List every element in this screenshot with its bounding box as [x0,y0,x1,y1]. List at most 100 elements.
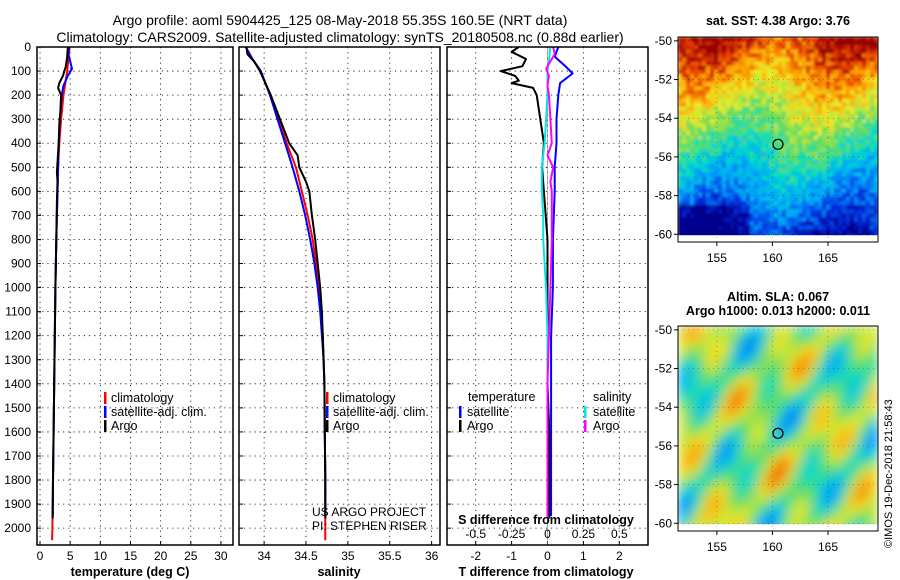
sla-cell [682,395,687,401]
sla-cell [698,420,703,425]
sla-cell [686,420,691,425]
sst-cell [870,37,875,42]
sst-cell [870,53,875,59]
sst-cell [702,49,707,54]
sst-cell [834,57,839,63]
sst-cell [854,172,859,177]
sla-cell [682,383,687,389]
sla-cell [854,383,859,389]
sst-cell [682,82,687,87]
sst-cell [802,164,807,169]
sla-cell [838,502,843,507]
sla-cell [774,379,779,384]
sst-cell [678,164,683,169]
sst-cell [786,205,791,210]
sst-cell [702,168,707,173]
map-y-label: -58 [655,189,673,203]
sla-cell [814,408,819,413]
sla-cell [842,465,847,471]
sst-cell [702,65,707,71]
sla-cell [722,371,727,376]
sla-cell [774,387,779,393]
sst-cell [838,45,843,50]
sla-cell [734,469,739,475]
sla-cell [702,338,707,343]
sst-cell [762,229,767,235]
sst-cell [814,221,819,227]
sla-cell [690,432,695,438]
sla-cell [854,420,859,425]
sla-cell [810,424,815,430]
sst-cell [710,131,715,136]
sla-cell [686,444,691,450]
sst-cell [846,164,851,169]
sst-cell [774,65,779,71]
sst-cell [838,213,843,218]
sst-cell [746,164,751,169]
sst-cell [798,225,803,231]
sla-cell [862,387,867,393]
sst-cell [734,123,739,128]
sst-cell [706,102,711,108]
sla-cell [738,494,743,499]
sst-cell [766,151,771,157]
sla-cell [814,477,819,483]
sla-cell [758,481,763,487]
salinity-axis-label: salinity [317,565,360,579]
sla-cell [698,412,703,417]
sst-cell [730,229,735,235]
sst-cell [814,213,819,218]
sst-cell [850,143,855,149]
sla-cell [686,494,691,499]
sla-cell [678,358,683,364]
sla-cell [862,350,867,356]
sla-cell [706,326,711,331]
sla-cell [746,424,751,430]
sla-cell [806,395,811,401]
sst-cell [818,225,823,231]
sst-cell [678,143,683,149]
sla-cell [726,408,731,413]
sst-cell [806,98,811,104]
sla-cell [678,440,683,446]
sst-cell [746,106,751,112]
sla-cell [802,346,807,352]
sla-cell [738,334,743,339]
sst-cell [694,143,699,149]
sla-cell [838,408,843,413]
sla-cell [790,453,795,458]
sst-cell [826,82,831,87]
sst-cell [758,65,763,71]
sla-cell [814,490,819,495]
sst-cell [758,221,763,227]
sla-cell [846,379,851,384]
sla-cell [718,477,723,483]
sst-cell [690,168,695,173]
sla-cell [846,449,851,454]
sst-cell [706,37,711,42]
sst-cell [822,41,827,46]
sla-cell [794,326,799,331]
sla-cell [858,481,863,487]
sla-cell [826,412,831,417]
sla-cell [814,403,819,409]
sst-cell [806,180,811,186]
sst-cell [762,217,767,223]
temperature-frame [36,46,234,546]
sst-cell [782,160,787,165]
sst-cell [854,147,859,153]
sst-cell [678,41,683,46]
sst-cell [730,45,735,50]
sst-cell [862,86,867,91]
sst-cell [682,180,687,186]
sst-cell [746,73,751,79]
sst-cell [686,78,691,83]
sst-cell [842,143,847,149]
sla-cell [774,391,779,397]
sst-cell [778,201,783,206]
sla-cell [802,342,807,348]
sst-cell [734,69,739,75]
sla-cell [802,449,807,454]
temperature-grid [37,46,233,545]
